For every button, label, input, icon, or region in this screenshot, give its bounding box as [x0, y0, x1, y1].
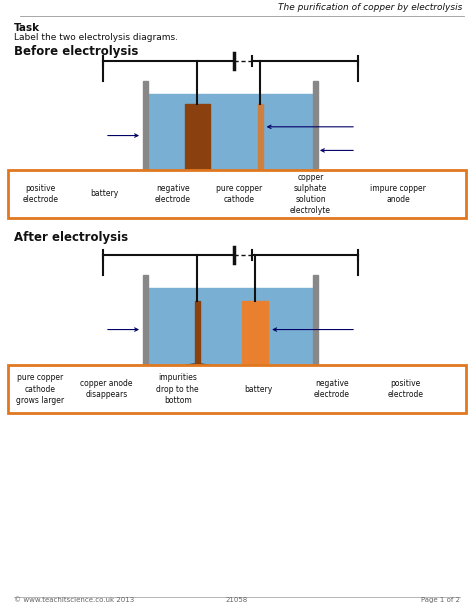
Text: impurities
drop to the
bottom: impurities drop to the bottom: [156, 373, 199, 405]
Text: negative
electrode: negative electrode: [314, 379, 350, 399]
Bar: [148, 287, 313, 375]
Text: negative
electrode: negative electrode: [155, 184, 191, 204]
Bar: [8, 365, 466, 413]
Text: 21058: 21058: [226, 597, 248, 603]
Text: The purification of copper by electrolysis: The purification of copper by electrolys…: [278, 3, 462, 12]
Text: pure copper
cathode
grows larger: pure copper cathode grows larger: [16, 373, 64, 405]
Bar: [148, 94, 313, 181]
Bar: [313, 275, 318, 380]
Text: Page 1 of 2: Page 1 of 2: [421, 597, 460, 603]
Ellipse shape: [179, 364, 217, 376]
Text: battery: battery: [90, 189, 118, 199]
Text: pure copper
cathode: pure copper cathode: [216, 184, 263, 204]
Bar: [185, 104, 210, 181]
Bar: [242, 301, 268, 375]
Text: positive
electrode: positive electrode: [387, 379, 423, 399]
Text: positive
electrode: positive electrode: [22, 184, 58, 204]
Bar: [143, 181, 318, 186]
Bar: [195, 301, 200, 375]
Bar: [8, 170, 466, 218]
Text: impure copper
anode: impure copper anode: [370, 184, 426, 204]
Bar: [313, 81, 318, 186]
Text: battery: battery: [244, 384, 273, 394]
Bar: [143, 375, 318, 380]
Text: © www.teachitscience.co.uk 2013: © www.teachitscience.co.uk 2013: [14, 597, 134, 603]
Text: After electrolysis: After electrolysis: [14, 231, 128, 244]
Bar: [143, 81, 148, 186]
Text: Before electrolysis: Before electrolysis: [14, 45, 138, 58]
Bar: [143, 275, 148, 380]
Text: Label the two electrolysis diagrams.: Label the two electrolysis diagrams.: [14, 33, 178, 42]
Text: copper anode
disappears: copper anode disappears: [81, 379, 133, 399]
Bar: [258, 104, 263, 181]
Text: copper
sulphate
solution
electrolyte: copper sulphate solution electrolyte: [290, 173, 331, 215]
Text: Task: Task: [14, 23, 40, 33]
